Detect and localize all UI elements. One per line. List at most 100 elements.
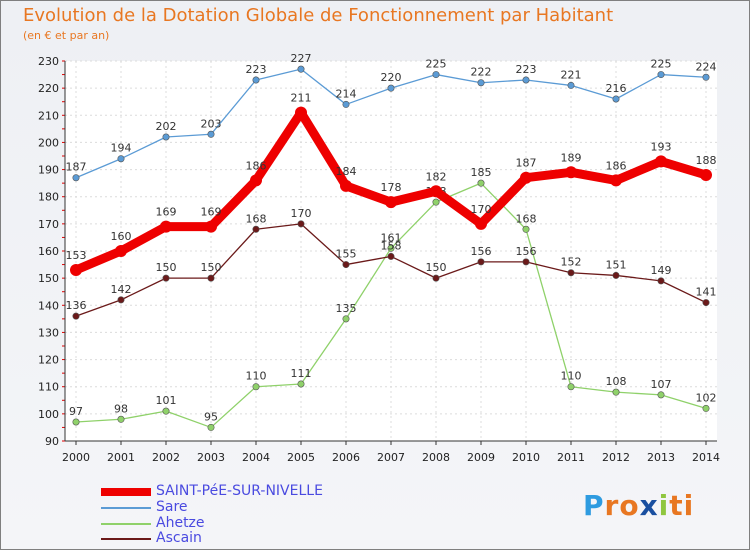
data-point-saint-p-e-sur-nivelle xyxy=(430,185,442,198)
data-label-ascain: 170 xyxy=(291,207,312,220)
data-label-sare: 220 xyxy=(381,71,402,84)
data-label-saint-p-e-sur-nivelle: 211 xyxy=(291,92,312,105)
y-tick-label: 130 xyxy=(38,326,59,339)
data-label-ascain: 158 xyxy=(381,239,402,252)
data-label-sare: 216 xyxy=(606,82,627,95)
data-label-saint-p-e-sur-nivelle: 186 xyxy=(246,159,267,172)
data-point-saint-p-e-sur-nivelle xyxy=(250,174,262,187)
data-point-sare xyxy=(162,133,170,141)
data-point-ahetze xyxy=(342,315,350,323)
legend-label-ascain: Ascain xyxy=(156,530,202,546)
data-label-saint-p-e-sur-nivelle: 187 xyxy=(516,157,537,170)
y-tick-label: 170 xyxy=(38,218,59,231)
data-label-ascain: 142 xyxy=(111,283,132,296)
y-tick-label: 230 xyxy=(38,55,59,68)
x-tick-label: 2013 xyxy=(647,451,675,464)
data-point-saint-p-e-sur-nivelle xyxy=(70,264,82,276)
data-label-ahetze: 161 xyxy=(381,231,402,244)
data-point-ahetze xyxy=(252,383,260,391)
data-label-ahetze: 110 xyxy=(246,370,267,383)
logo-letter: x xyxy=(639,489,659,522)
y-tick-label: 140 xyxy=(38,299,59,312)
data-point-ascain xyxy=(72,312,80,320)
data-point-ascain xyxy=(297,220,305,228)
data-label-ahetze: 185 xyxy=(471,166,492,179)
logo-letter: t xyxy=(669,489,684,522)
logo-letter: r xyxy=(604,489,620,522)
data-label-ahetze: 102 xyxy=(696,391,717,404)
data-point-sare xyxy=(522,76,530,84)
data-label-sare: 221 xyxy=(561,68,582,81)
data-label-saint-p-e-sur-nivelle: 170 xyxy=(471,203,492,216)
data-point-saint-p-e-sur-nivelle xyxy=(565,166,577,179)
data-label-sare: 214 xyxy=(336,87,357,100)
data-point-sare xyxy=(117,155,125,163)
logo-letter: i xyxy=(683,489,695,522)
data-label-ascain: 136 xyxy=(66,299,87,312)
x-tick-label: 2001 xyxy=(107,451,135,464)
data-label-ascain: 150 xyxy=(201,261,222,274)
data-point-ascain xyxy=(657,277,665,285)
data-point-ascain xyxy=(252,225,260,233)
logo-letter: o xyxy=(619,489,640,522)
data-point-saint-p-e-sur-nivelle xyxy=(340,179,352,192)
data-point-sare xyxy=(432,71,440,79)
data-point-ahetze xyxy=(162,407,170,415)
x-tick-label: 2010 xyxy=(512,451,540,464)
data-point-sare xyxy=(477,79,485,87)
data-label-sare: 227 xyxy=(291,52,312,65)
x-tick-label: 2003 xyxy=(197,451,225,464)
legend-swatch-ahetze xyxy=(101,523,151,525)
y-tick-label: 190 xyxy=(38,164,59,177)
data-label-sare: 222 xyxy=(471,66,492,79)
data-label-ahetze: 95 xyxy=(204,410,218,423)
data-label-ascain: 151 xyxy=(606,258,627,271)
data-point-sare xyxy=(342,100,350,108)
data-point-sare xyxy=(387,84,395,92)
data-point-ascain xyxy=(117,296,125,304)
logo-letter: i xyxy=(658,489,670,522)
legend-label-ahetze: Ahetze xyxy=(156,515,205,531)
x-tick-label: 2000 xyxy=(62,451,90,464)
x-tick-label: 2005 xyxy=(287,451,315,464)
data-point-sare xyxy=(702,73,710,81)
data-point-saint-p-e-sur-nivelle xyxy=(700,169,712,181)
y-tick-label: 220 xyxy=(38,82,59,95)
data-label-ascain: 149 xyxy=(651,264,672,277)
data-label-ascain: 150 xyxy=(426,261,447,274)
data-label-saint-p-e-sur-nivelle: 184 xyxy=(336,165,357,178)
data-point-ascain xyxy=(702,299,710,307)
data-point-ahetze xyxy=(522,225,530,233)
data-point-ascain xyxy=(522,258,530,266)
x-tick-label: 2004 xyxy=(242,451,270,464)
data-label-ahetze: 98 xyxy=(114,402,128,415)
data-label-ascain: 141 xyxy=(696,286,717,299)
data-point-ahetze xyxy=(207,423,215,431)
data-point-saint-p-e-sur-nivelle xyxy=(205,220,217,233)
x-tick-label: 2009 xyxy=(467,451,495,464)
data-label-saint-p-e-sur-nivelle: 160 xyxy=(111,230,132,243)
data-label-sare: 223 xyxy=(516,63,537,76)
data-label-ahetze: 108 xyxy=(606,375,627,388)
data-point-saint-p-e-sur-nivelle xyxy=(610,174,622,187)
data-point-ascain xyxy=(612,271,620,279)
data-point-ahetze xyxy=(117,415,125,423)
data-label-sare: 187 xyxy=(66,161,87,174)
data-label-saint-p-e-sur-nivelle: 182 xyxy=(426,170,447,183)
x-tick-label: 2008 xyxy=(422,451,450,464)
data-label-ahetze: 111 xyxy=(291,367,312,380)
data-point-saint-p-e-sur-nivelle xyxy=(385,196,397,209)
y-tick-label: 120 xyxy=(38,354,59,367)
data-point-ahetze xyxy=(432,198,440,206)
data-label-saint-p-e-sur-nivelle: 189 xyxy=(561,151,582,164)
data-point-sare xyxy=(207,130,215,138)
data-label-saint-p-e-sur-nivelle: 186 xyxy=(606,159,627,172)
data-point-ahetze xyxy=(477,179,485,187)
data-point-saint-p-e-sur-nivelle xyxy=(520,171,532,184)
data-point-saint-p-e-sur-nivelle xyxy=(475,217,487,230)
data-label-ascain: 156 xyxy=(516,245,537,258)
data-label-ahetze: 168 xyxy=(516,212,537,225)
data-label-ahetze: 101 xyxy=(156,394,177,407)
